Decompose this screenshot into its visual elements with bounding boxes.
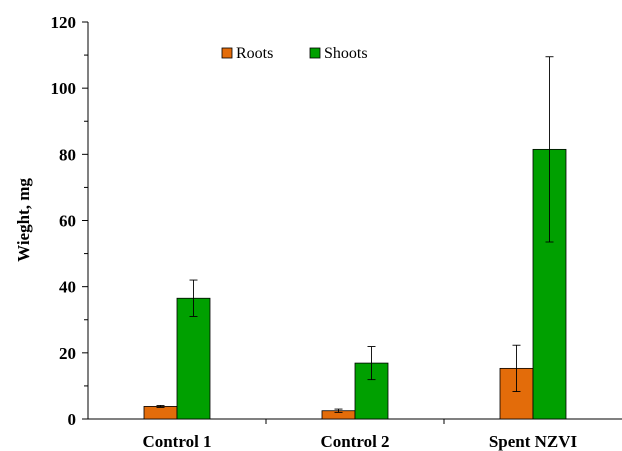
- y-tick-label: 40: [59, 278, 76, 297]
- legend-label-roots: Roots: [236, 45, 273, 62]
- x-axis: Control 1 Control 2 Spent NZVI: [88, 418, 622, 451]
- y-tick-label: 60: [59, 212, 76, 231]
- bars: [143, 148, 567, 420]
- y-tick-label: 20: [59, 344, 76, 363]
- y-axis: 0 20 40 60 80 100 120: [51, 13, 89, 429]
- legend-swatch-shoots: [309, 47, 321, 59]
- x-tick-label: Control 1: [142, 432, 211, 451]
- bar-shoots-1: [176, 297, 211, 420]
- y-tick-label: 80: [59, 145, 76, 164]
- error-bars: [156, 56, 554, 413]
- y-tick-label: 0: [68, 410, 77, 429]
- x-tick-label: Spent NZVI: [489, 432, 578, 451]
- y-tick-label: 120: [51, 13, 77, 32]
- legend-swatch-roots: [221, 47, 233, 59]
- y-axis-title: Wieght, mg: [14, 178, 33, 262]
- bar-roots-1: [143, 406, 178, 420]
- legend: Roots Shoots: [221, 45, 368, 62]
- y-tick-label: 100: [51, 79, 77, 98]
- x-tick-label: Control 2: [320, 432, 389, 451]
- legend-label-shoots: Shoots: [324, 45, 368, 62]
